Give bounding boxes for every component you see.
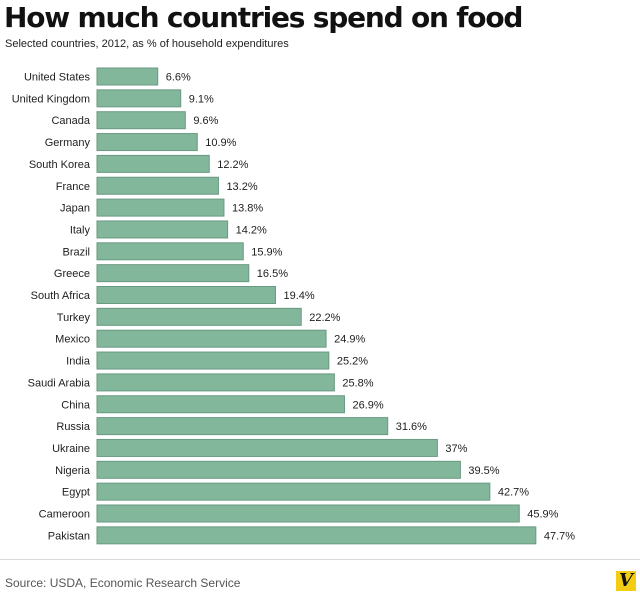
category-label: Japan: [60, 203, 90, 215]
bar: [96, 89, 182, 108]
bar: [96, 133, 198, 152]
bar: [96, 438, 438, 457]
bar: [96, 264, 250, 283]
category-label: United States: [24, 72, 91, 84]
bar: [96, 176, 219, 195]
category-label: Cameroon: [39, 509, 90, 521]
value-label: 16.5%: [257, 268, 288, 280]
category-label: United Kingdom: [12, 93, 90, 105]
value-label: 24.9%: [334, 334, 365, 346]
bar: [96, 286, 276, 304]
footer-divider: [0, 559, 640, 560]
bar: [96, 111, 186, 130]
value-label: 13.8%: [232, 203, 263, 215]
value-label: 31.6%: [396, 421, 427, 433]
category-label: China: [61, 399, 91, 411]
chart-title: How much countries spend on food: [4, 1, 523, 34]
bar: [96, 154, 210, 173]
value-label: 25.8%: [342, 377, 373, 389]
category-label: Egypt: [62, 487, 90, 499]
category-label: France: [56, 181, 90, 193]
category-label: Nigeria: [55, 465, 91, 477]
value-label: 22.2%: [309, 312, 340, 324]
bar: [96, 67, 159, 86]
category-label: India: [66, 356, 91, 368]
bar: [96, 417, 389, 436]
vox-logo-icon: V: [616, 571, 636, 591]
value-label: 39.5%: [468, 465, 499, 477]
value-label: 47.7%: [544, 530, 575, 542]
category-label: Turkey: [57, 312, 91, 324]
bar: [96, 504, 520, 523]
chart-subtitle: Selected countries, 2012, as % of househ…: [5, 38, 289, 50]
bar: [96, 307, 302, 326]
category-label: Greece: [54, 268, 90, 280]
category-label: Pakistan: [48, 530, 90, 542]
category-label: Canada: [51, 115, 90, 127]
bar: [96, 526, 537, 545]
category-label: Ukraine: [52, 443, 90, 455]
value-label: 6.6%: [166, 72, 191, 84]
value-label: 13.2%: [226, 181, 257, 193]
bar: [96, 242, 244, 261]
value-label: 9.1%: [189, 93, 214, 105]
category-label: South Korea: [29, 159, 91, 171]
value-label: 26.9%: [352, 399, 383, 411]
value-label: 25.2%: [337, 356, 368, 368]
bar: [96, 329, 327, 348]
value-label: 12.2%: [217, 159, 248, 171]
category-label: Saudi Arabia: [28, 377, 91, 389]
value-label: 42.7%: [498, 487, 529, 499]
bar: [96, 220, 229, 239]
bar: [96, 198, 225, 217]
value-label: 14.2%: [236, 224, 267, 236]
value-label: 45.9%: [527, 509, 558, 521]
bar: [96, 460, 461, 479]
value-label: 9.6%: [193, 115, 218, 127]
bar: [96, 482, 491, 501]
value-label: 10.9%: [205, 137, 236, 149]
source-credit: Source: USDA, Economic Research Service: [5, 576, 241, 590]
category-label: Brazil: [62, 246, 90, 258]
bar: [96, 351, 330, 370]
value-label: 37%: [445, 443, 467, 455]
category-label: Italy: [70, 224, 91, 236]
bar: [96, 395, 345, 414]
bar-chart: United States 6.6% United Kingdom 9.1% Canad…: [12, 67, 575, 545]
value-label: 19.4%: [283, 290, 314, 302]
category-label: Russia: [56, 421, 91, 433]
category-label: Mexico: [55, 334, 90, 346]
value-label: 15.9%: [251, 246, 282, 258]
bar: [96, 373, 335, 392]
category-label: Germany: [45, 137, 91, 149]
category-label: South Africa: [31, 290, 91, 302]
